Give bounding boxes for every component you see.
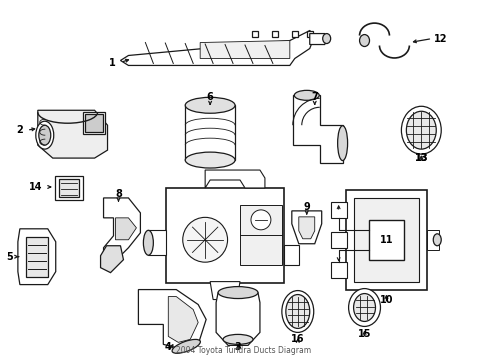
Polygon shape bbox=[216, 293, 260, 345]
Polygon shape bbox=[138, 289, 206, 349]
Ellipse shape bbox=[36, 121, 54, 149]
Bar bbox=[84, 114, 102, 132]
Polygon shape bbox=[292, 95, 342, 163]
Polygon shape bbox=[38, 110, 107, 158]
Ellipse shape bbox=[39, 125, 51, 145]
Ellipse shape bbox=[294, 90, 319, 100]
Polygon shape bbox=[18, 229, 56, 285]
Polygon shape bbox=[298, 217, 314, 239]
Bar bbox=[330, 262, 346, 278]
Bar bbox=[166, 188, 283, 283]
Bar bbox=[240, 205, 281, 265]
Text: 4: 4 bbox=[164, 342, 171, 352]
Text: 13: 13 bbox=[414, 153, 427, 163]
Text: 1: 1 bbox=[108, 58, 115, 68]
Bar bbox=[330, 202, 346, 218]
Ellipse shape bbox=[223, 334, 252, 345]
Text: 2004 Toyota Tundra Ducts Diagram: 2004 Toyota Tundra Ducts Diagram bbox=[176, 346, 311, 355]
Text: 15: 15 bbox=[357, 329, 370, 339]
Polygon shape bbox=[200, 41, 289, 58]
Polygon shape bbox=[205, 170, 264, 188]
Polygon shape bbox=[101, 246, 123, 273]
Ellipse shape bbox=[322, 33, 330, 44]
Text: 13: 13 bbox=[414, 153, 427, 163]
Ellipse shape bbox=[348, 289, 380, 327]
Text: 16: 16 bbox=[290, 334, 304, 345]
Bar bbox=[82, 112, 104, 134]
Bar bbox=[185, 105, 235, 160]
Ellipse shape bbox=[218, 287, 258, 298]
Ellipse shape bbox=[285, 294, 309, 328]
Polygon shape bbox=[291, 211, 321, 244]
Polygon shape bbox=[148, 230, 166, 255]
Bar bbox=[427, 230, 438, 250]
Text: 10: 10 bbox=[379, 294, 392, 305]
Bar bbox=[271, 31, 277, 37]
Polygon shape bbox=[120, 31, 314, 66]
Text: 8: 8 bbox=[115, 189, 122, 199]
Ellipse shape bbox=[401, 106, 440, 154]
Polygon shape bbox=[103, 198, 140, 263]
Ellipse shape bbox=[353, 293, 375, 321]
Ellipse shape bbox=[250, 210, 270, 230]
Bar bbox=[353, 198, 419, 282]
Text: 11: 11 bbox=[379, 235, 392, 245]
Text: 14: 14 bbox=[29, 182, 42, 192]
Bar bbox=[306, 31, 312, 37]
Ellipse shape bbox=[406, 111, 435, 149]
Polygon shape bbox=[210, 282, 240, 300]
Ellipse shape bbox=[185, 152, 235, 168]
Polygon shape bbox=[283, 245, 298, 265]
Text: 9: 9 bbox=[303, 202, 309, 212]
Bar bbox=[26, 237, 48, 276]
Text: 7: 7 bbox=[311, 92, 318, 102]
Bar bbox=[345, 190, 427, 289]
Text: 5: 5 bbox=[6, 252, 13, 262]
Bar bbox=[368, 220, 404, 260]
Bar bbox=[251, 31, 258, 37]
Bar bbox=[55, 176, 82, 200]
Bar bbox=[59, 179, 79, 197]
Ellipse shape bbox=[337, 126, 347, 161]
Text: 3: 3 bbox=[234, 342, 241, 352]
Ellipse shape bbox=[281, 291, 313, 332]
Text: 6: 6 bbox=[206, 92, 213, 102]
Bar bbox=[291, 31, 297, 37]
Polygon shape bbox=[115, 218, 136, 240]
Polygon shape bbox=[309, 33, 327, 45]
Text: 2: 2 bbox=[16, 125, 23, 135]
Ellipse shape bbox=[432, 234, 440, 246]
Polygon shape bbox=[168, 297, 198, 342]
Ellipse shape bbox=[143, 230, 153, 255]
Ellipse shape bbox=[183, 217, 227, 262]
Ellipse shape bbox=[359, 35, 369, 46]
Bar bbox=[330, 232, 346, 248]
Ellipse shape bbox=[185, 97, 235, 113]
Text: 12: 12 bbox=[433, 33, 447, 44]
Ellipse shape bbox=[172, 339, 200, 353]
